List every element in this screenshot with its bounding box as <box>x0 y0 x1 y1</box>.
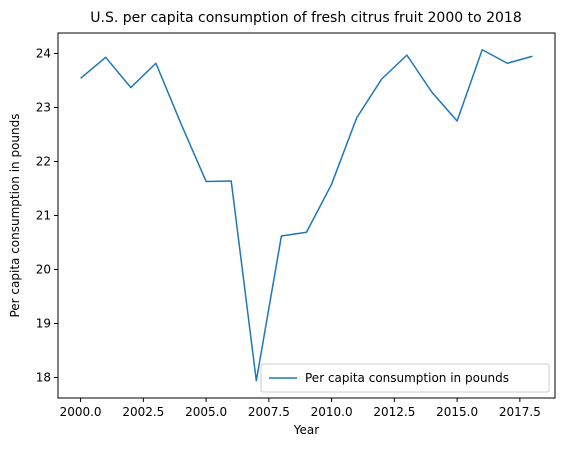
x-tick-label: 2007.5 <box>248 405 290 419</box>
x-tick-label: 2002.5 <box>122 405 164 419</box>
series-line <box>80 48 533 382</box>
y-tick-label: 18 <box>36 370 51 384</box>
x-axis: 2000.0 2002.5 2005.0 2007.5 2010.0 2012.5 2015… <box>60 398 541 419</box>
x-tick-label: 2017.5 <box>499 405 541 419</box>
legend: Per capita consumption in pounds <box>260 363 550 393</box>
y-tick-label: 23 <box>36 101 51 115</box>
x-tick-label: 2000.0 <box>60 405 102 419</box>
legend-entry: Per capita consumption in pounds <box>305 371 509 385</box>
y-tick-label: 19 <box>36 316 51 330</box>
x-tick-label: 2005.0 <box>185 405 227 419</box>
x-axis-label: Year <box>293 423 319 437</box>
plot-area <box>57 32 556 399</box>
y-axis: 18 19 20 21 22 23 24 <box>36 47 58 384</box>
y-tick-label: 21 <box>36 209 51 223</box>
x-tick-label: 2010.0 <box>311 405 353 419</box>
series-layer <box>80 48 533 382</box>
y-axis-label: Per capita consumption in pounds <box>8 113 22 317</box>
y-tick-label: 24 <box>36 47 51 61</box>
y-tick-label: 20 <box>36 262 51 276</box>
y-tick-label: 22 <box>36 155 51 169</box>
legend-box <box>260 363 550 393</box>
chart-title: U.S. per capita consumption of fresh cit… <box>90 10 521 26</box>
x-tick-label: 2012.5 <box>373 405 415 419</box>
x-tick-label: 2015.0 <box>436 405 478 419</box>
